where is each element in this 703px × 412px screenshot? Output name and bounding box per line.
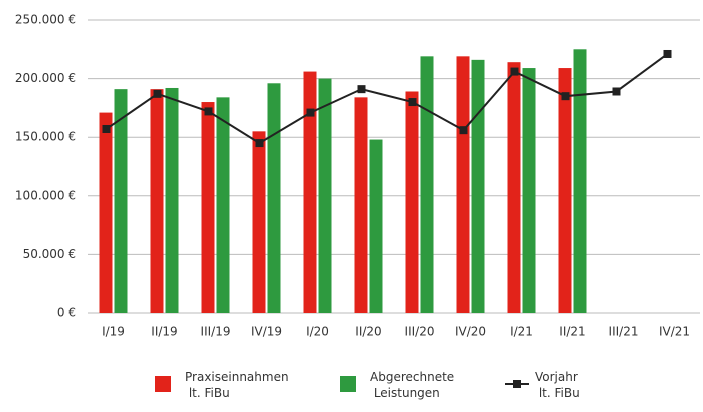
bar	[267, 83, 281, 314]
legend-swatch	[155, 376, 171, 392]
legend-marker	[513, 380, 521, 388]
marker	[102, 124, 111, 133]
bar	[216, 97, 230, 314]
bar	[522, 68, 536, 313]
legend-label: Vorjahr lt. FiBu	[535, 370, 580, 400]
x-tick-label: III/20	[405, 325, 435, 339]
legend-swatch	[340, 376, 356, 392]
marker	[510, 67, 519, 76]
legend-label: Praxiseinnahmen lt. FiBu	[185, 370, 289, 400]
marker	[255, 139, 264, 148]
marker	[561, 92, 570, 101]
bar	[114, 89, 128, 313]
marker	[612, 87, 621, 96]
bar	[405, 91, 419, 313]
x-tick-label: III/21	[609, 325, 639, 339]
y-tick-label: 250.000 €	[15, 13, 76, 27]
marker	[357, 85, 366, 94]
x-tick-label: I/20	[306, 325, 329, 339]
marker	[153, 89, 162, 98]
bar	[456, 56, 470, 313]
y-tick-label: 0 €	[57, 306, 76, 320]
x-tick-label: III/19	[201, 325, 231, 339]
x-tick-label: I/21	[510, 325, 533, 339]
bar	[165, 87, 179, 313]
marker	[306, 108, 315, 117]
bar	[471, 59, 485, 314]
bar	[354, 97, 368, 314]
marker	[663, 49, 672, 58]
x-tick-label: IV/21	[659, 325, 690, 339]
marker	[459, 126, 468, 135]
bar	[99, 112, 113, 313]
x-tick-label: IV/20	[455, 325, 486, 339]
y-tick-label: 100.000 €	[15, 188, 76, 202]
bar	[420, 56, 434, 313]
bar	[507, 62, 521, 313]
bar	[201, 102, 215, 313]
x-tick-label: IV/19	[251, 325, 282, 339]
bar	[369, 139, 383, 313]
x-tick-label: II/20	[355, 325, 381, 339]
bar	[303, 71, 317, 314]
y-tick-label: 150.000 €	[15, 130, 76, 144]
x-tick-label: I/19	[102, 325, 125, 339]
y-tick-label: 200.000 €	[15, 71, 76, 85]
bar	[150, 89, 164, 313]
line	[105, 53, 669, 145]
bar	[558, 68, 572, 313]
x-tick-label: II/19	[151, 325, 177, 339]
bar	[252, 131, 266, 313]
bar	[573, 49, 587, 314]
marker	[204, 107, 213, 116]
y-tick-label: 50.000 €	[23, 247, 76, 261]
marker	[408, 98, 417, 107]
legend-label: Abgerechnete Leistungen	[370, 370, 454, 400]
bar	[318, 78, 332, 313]
x-tick-label: II/21	[559, 325, 585, 339]
